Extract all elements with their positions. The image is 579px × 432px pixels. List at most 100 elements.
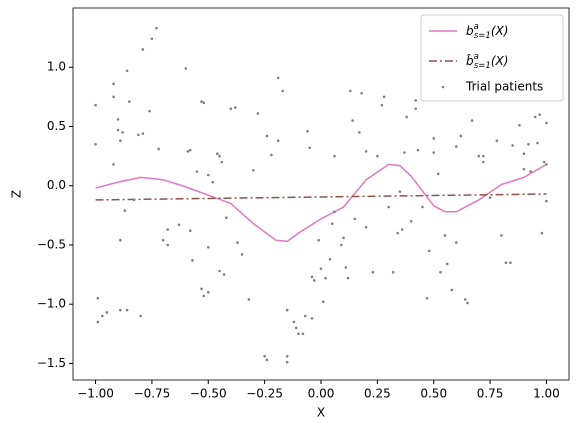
x-tick-label: 0.00 <box>308 387 335 401</box>
scatter-point <box>376 154 379 158</box>
scatter-point <box>308 146 312 150</box>
scatter-point <box>432 151 436 154</box>
scatter-point <box>364 150 368 153</box>
scatter-point <box>405 115 408 119</box>
scatter-point <box>445 262 449 266</box>
scatter-point <box>285 355 289 358</box>
scatter-point <box>319 267 323 270</box>
legend-marker <box>441 85 445 89</box>
scatter-point <box>270 153 273 157</box>
line-series <box>95 193 547 201</box>
scatter-point <box>518 123 521 127</box>
scatter-point <box>119 238 122 242</box>
scatter-point <box>545 121 548 125</box>
scatter-point <box>96 296 100 300</box>
scatter-point <box>121 131 124 134</box>
scatter-point <box>123 209 127 212</box>
scatter-point <box>215 152 219 156</box>
scatter-point <box>220 160 224 164</box>
scatter-point <box>202 101 206 105</box>
scatter-point <box>301 332 305 336</box>
scatter-point <box>112 82 115 86</box>
scatter-point <box>425 296 429 300</box>
scatter-point <box>96 320 100 324</box>
scatter-point <box>186 150 190 153</box>
scatter-point <box>128 100 131 103</box>
scatter-point <box>310 275 314 279</box>
scatter-point <box>416 148 420 152</box>
scatter-point <box>306 129 309 133</box>
x-tick-label: 0.50 <box>420 387 447 401</box>
x-tick-label: 0.25 <box>364 387 391 401</box>
scatter-point <box>330 222 334 225</box>
scatter-point <box>344 266 348 269</box>
x-tick-label: 0.75 <box>477 387 504 401</box>
scatter-point <box>364 225 368 229</box>
scatter-point <box>265 134 269 138</box>
scatter-point <box>414 107 417 111</box>
scatter-point <box>139 314 142 318</box>
scatter-point <box>317 238 321 242</box>
scatter-point <box>545 199 548 203</box>
scatter-point <box>540 231 544 235</box>
y-tick-label: 0.5 <box>47 119 66 133</box>
scatter-point <box>538 113 541 116</box>
scatter-point <box>263 355 266 358</box>
scatter-point <box>252 169 255 172</box>
scatter-point <box>321 300 325 304</box>
scatter-point <box>141 132 145 135</box>
scatter-point <box>436 172 440 176</box>
scatter-point <box>387 205 390 209</box>
y-tick-label: 0.0 <box>47 178 66 192</box>
scatter-point <box>342 236 345 240</box>
scatter-point <box>380 103 384 107</box>
scatter-point <box>439 270 442 274</box>
y-tick-label: −1.0 <box>37 297 66 311</box>
scatter-point <box>297 332 300 336</box>
scatter-point <box>504 261 508 265</box>
legend-box <box>420 14 564 102</box>
scatter-point <box>276 139 280 142</box>
scatter-point <box>310 317 314 320</box>
scatter-point <box>256 112 260 115</box>
scatter-point <box>247 298 251 301</box>
scatter-point <box>206 246 210 249</box>
scatter-point <box>477 154 481 158</box>
scatter-point <box>112 95 115 99</box>
scatter-point <box>191 259 194 262</box>
scatter-point <box>500 234 503 237</box>
scatter-point <box>292 320 296 324</box>
scatter-point <box>137 133 140 137</box>
scatter-point <box>236 241 239 244</box>
scatter-point <box>218 269 221 273</box>
scatter-point <box>132 198 136 202</box>
scatter-point <box>265 358 269 362</box>
x-axis-label: X <box>317 406 325 420</box>
scatter-point <box>206 291 210 294</box>
scatter-point <box>463 298 467 301</box>
scatter-point <box>511 144 514 147</box>
scatter-point <box>400 228 404 231</box>
scatter-point <box>294 326 298 330</box>
scatter-point <box>166 228 169 231</box>
scatter-point <box>116 128 120 132</box>
scatter-point <box>522 152 526 156</box>
scatter-point <box>360 91 363 95</box>
scatter-point <box>522 167 526 171</box>
plot-area <box>94 26 548 364</box>
axes-frame <box>72 7 570 381</box>
scatter-point <box>234 106 237 109</box>
scatter-point <box>188 229 192 233</box>
scatter-point <box>211 180 215 184</box>
scatter-point <box>432 137 436 140</box>
scatter-point <box>533 115 537 119</box>
x-tick-label: −0.25 <box>246 387 283 401</box>
scatter-point <box>240 253 244 256</box>
scatter-point <box>454 241 458 244</box>
scatter-point <box>312 279 316 282</box>
scatter-point <box>349 89 352 93</box>
scatter-point <box>328 257 332 261</box>
scatter-point <box>148 109 151 113</box>
scatter-point <box>339 243 343 247</box>
